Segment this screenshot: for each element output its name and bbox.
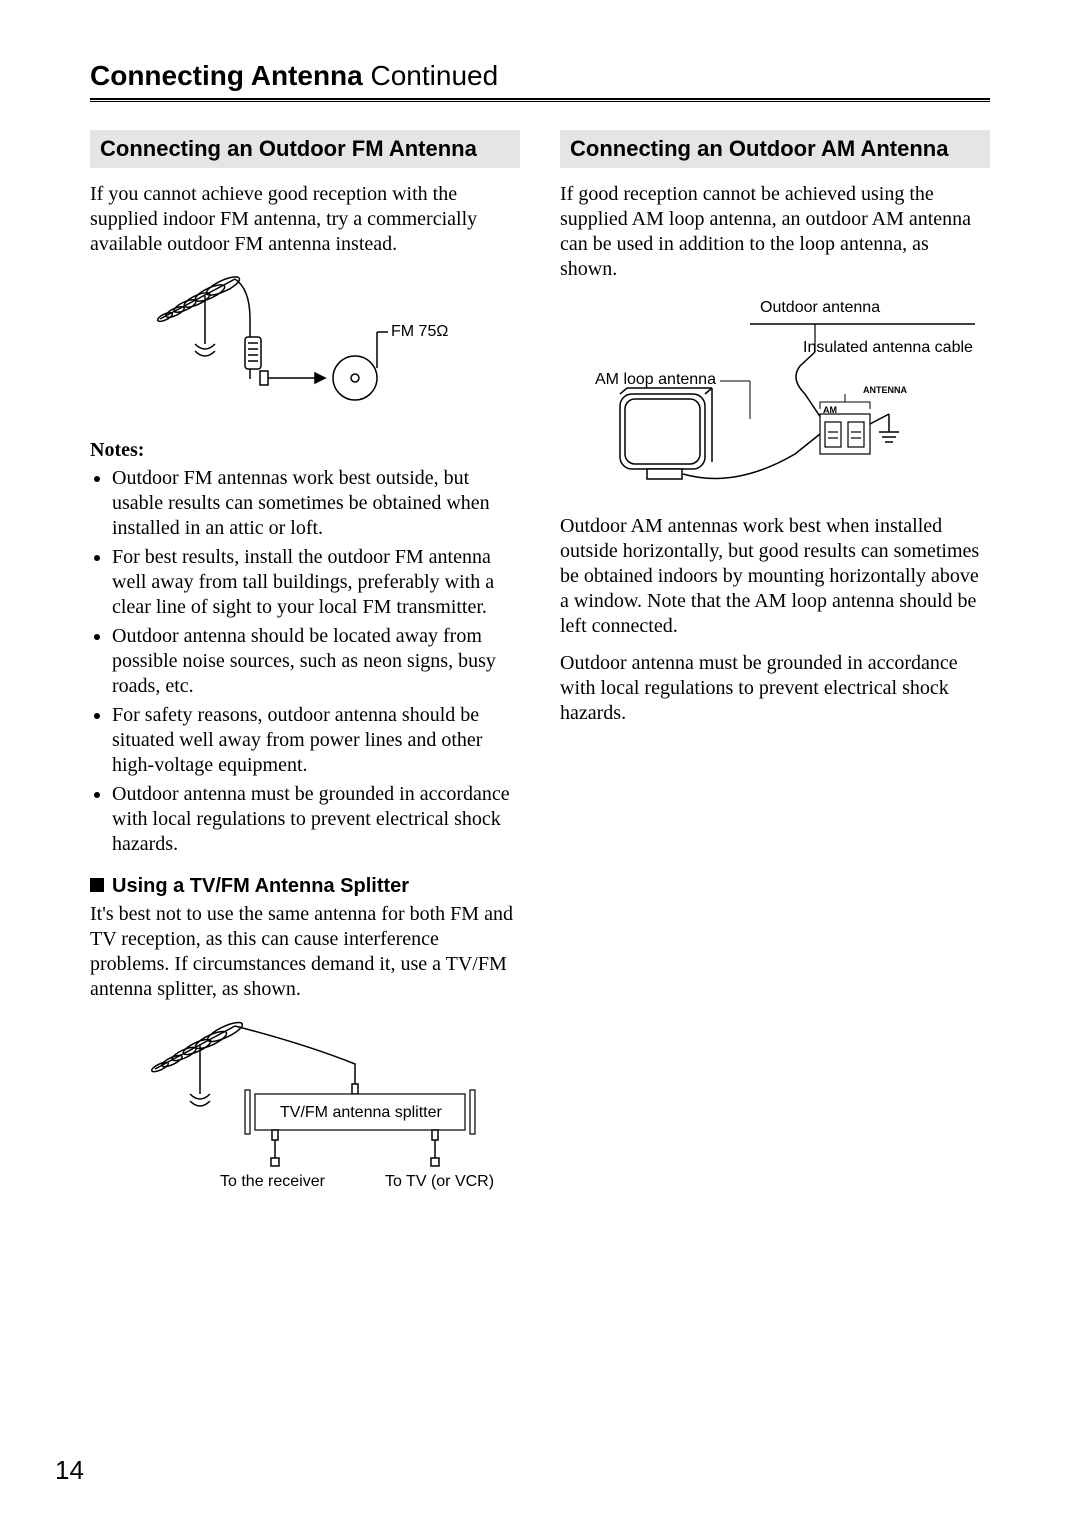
note-item: Outdoor antenna should be located away f…: [112, 624, 520, 699]
to-tv-label: To TV (or VCR): [385, 1173, 494, 1190]
page-title-rest: Continued: [371, 60, 499, 91]
outdoor-antenna-label: Outdoor antenna: [760, 299, 880, 316]
content-columns: Connecting an Outdoor FM Antenna If you …: [90, 130, 990, 1214]
splitter-diagram: TV/FM antenna splitter To the receiver T…: [90, 1014, 520, 1194]
am-para2: Outdoor antenna must be grounded in acco…: [560, 651, 990, 726]
page-title-bold: Connecting Antenna: [90, 60, 363, 91]
loop-antenna-label: AM loop antenna: [595, 371, 716, 388]
fm-antenna-svg: FM 75Ω: [140, 269, 470, 419]
am-intro: If good reception cannot be achieved usi…: [560, 182, 990, 282]
note-item: Outdoor antenna must be grounded in acco…: [112, 782, 520, 857]
note-item: Outdoor FM antennas work best outside, b…: [112, 466, 520, 541]
title-underline: [90, 98, 990, 102]
splitter-subheading: Using a TV/FM Antenna Splitter: [90, 875, 520, 898]
right-column: Connecting an Outdoor AM Antenna If good…: [560, 130, 990, 1214]
square-bullet-icon: [90, 878, 104, 892]
notes-list: Outdoor FM antennas work best outside, b…: [90, 466, 520, 857]
splitter-heading-text: Using a TV/FM Antenna Splitter: [112, 875, 409, 897]
notes-label: Notes:: [90, 439, 520, 462]
am-heading: Connecting an Outdoor AM Antenna: [560, 130, 990, 168]
fm-75-label: FM 75Ω: [391, 323, 448, 340]
note-item: For safety reasons, outdoor antenna shou…: [112, 703, 520, 778]
to-receiver-label: To the receiver: [220, 1173, 326, 1190]
left-column: Connecting an Outdoor FM Antenna If you …: [90, 130, 520, 1214]
page-number: 14: [55, 1455, 84, 1486]
note-item: For best results, install the outdoor FM…: [112, 545, 520, 620]
fm-heading: Connecting an Outdoor FM Antenna: [90, 130, 520, 168]
am-diagram: Outdoor antenna Insulated antenna cable …: [560, 294, 990, 494]
am-para1: Outdoor AM antennas work best when insta…: [560, 514, 990, 639]
am-tiny-label: AM: [823, 405, 837, 415]
splitter-text: It's best not to use the same antenna fo…: [90, 902, 520, 1002]
insulated-cable-label: Insulated antenna cable: [803, 339, 973, 356]
fm-intro: If you cannot achieve good reception wit…: [90, 182, 520, 257]
am-antenna-svg: Outdoor antenna Insulated antenna cable …: [565, 294, 985, 494]
antenna-tiny-label: ANTENNA: [863, 385, 907, 395]
fm-diagram: FM 75Ω: [90, 269, 520, 419]
splitter-box-label: TV/FM antenna splitter: [280, 1104, 443, 1121]
page-title: Connecting Antenna Continued: [90, 60, 990, 92]
splitter-svg: TV/FM antenna splitter To the receiver T…: [105, 1014, 505, 1194]
